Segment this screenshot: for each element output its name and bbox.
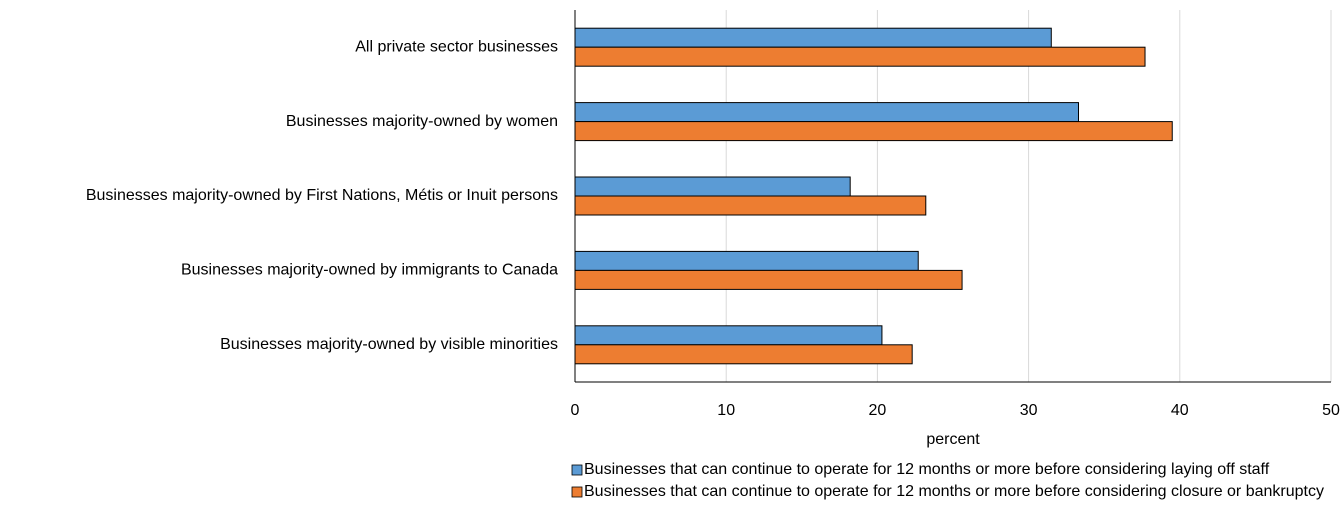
bar (574, 250, 919, 271)
bar (574, 27, 1052, 48)
legend-swatch (571, 486, 583, 498)
x-tick-label: 0 (571, 402, 580, 419)
legend-swatch (571, 464, 583, 476)
x-axis-label: percent (926, 431, 980, 448)
x-tick-label: 10 (717, 402, 735, 419)
bar (574, 46, 1146, 67)
x-tick-label: 40 (1171, 402, 1189, 419)
bar (574, 121, 1173, 142)
y-tick-label: Businesses majority-owned by visible min… (220, 336, 558, 353)
y-tick-label: Businesses majority-owned by women (286, 113, 558, 130)
legend-label: Businesses that can continue to operate … (584, 483, 1324, 500)
x-tick-label: 20 (869, 402, 887, 419)
y-tick-label: Businesses majority-owned by First Natio… (86, 187, 558, 204)
x-tick-label: 30 (1020, 402, 1038, 419)
bar (574, 102, 1079, 123)
bar (574, 344, 913, 365)
bar (574, 195, 927, 216)
bar (574, 176, 851, 197)
x-tick-label: 50 (1322, 402, 1340, 419)
bar (574, 325, 883, 346)
y-tick-label: All private sector businesses (355, 38, 558, 55)
legend-label: Businesses that can continue to operate … (584, 461, 1270, 478)
y-tick-label: Businesses majority-owned by immigrants … (181, 262, 558, 279)
bar (574, 269, 963, 290)
